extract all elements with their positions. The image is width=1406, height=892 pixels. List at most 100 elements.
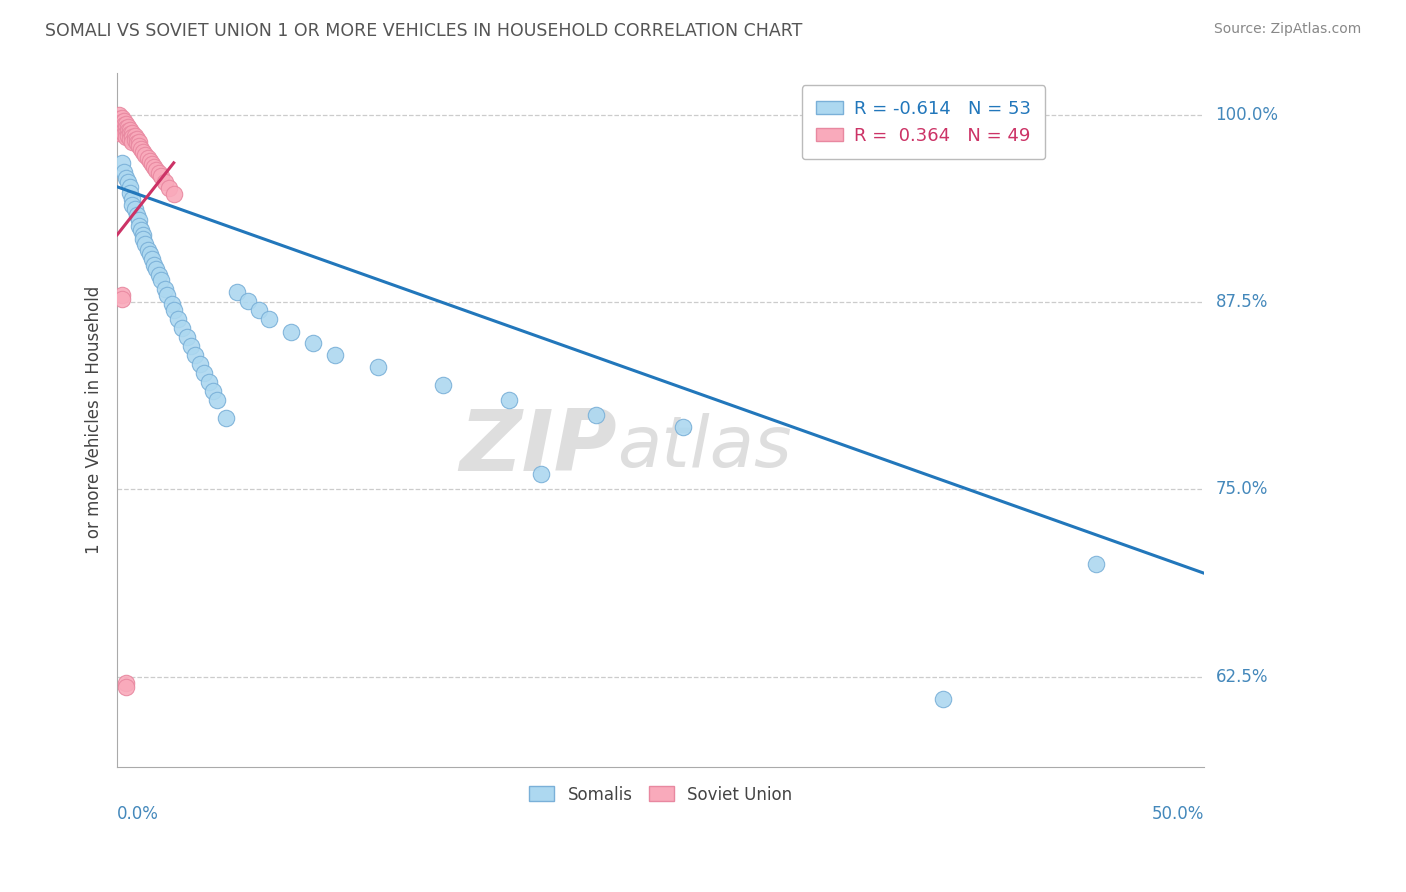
Point bbox=[432, 377, 454, 392]
Point bbox=[120, 123, 142, 137]
Point bbox=[115, 170, 138, 185]
Point bbox=[128, 219, 150, 233]
Point bbox=[215, 410, 238, 425]
Point bbox=[128, 139, 150, 153]
Point bbox=[141, 252, 163, 266]
Point bbox=[120, 179, 142, 194]
Text: 100.0%: 100.0% bbox=[1216, 106, 1278, 124]
Point bbox=[530, 467, 553, 482]
Point bbox=[112, 165, 135, 179]
Text: atlas: atlas bbox=[617, 413, 792, 482]
Point bbox=[671, 419, 693, 434]
Point bbox=[110, 287, 132, 301]
Point bbox=[302, 335, 325, 350]
Point bbox=[141, 157, 163, 171]
Point bbox=[139, 247, 162, 261]
Point bbox=[134, 148, 156, 162]
Point bbox=[143, 258, 166, 272]
Text: 87.5%: 87.5% bbox=[1216, 293, 1268, 311]
Point bbox=[121, 135, 143, 149]
Point bbox=[115, 680, 138, 694]
Point bbox=[163, 302, 186, 317]
Point bbox=[115, 117, 138, 131]
Point bbox=[120, 186, 142, 200]
Point bbox=[149, 273, 172, 287]
Point bbox=[323, 348, 346, 362]
Point bbox=[145, 163, 167, 178]
Point bbox=[120, 132, 142, 146]
Point bbox=[129, 142, 152, 156]
Point bbox=[115, 126, 138, 140]
Point bbox=[108, 117, 131, 131]
Point bbox=[148, 268, 170, 283]
Point bbox=[125, 132, 148, 146]
Point bbox=[139, 154, 162, 169]
Point bbox=[585, 408, 607, 422]
Point bbox=[124, 128, 146, 143]
Point bbox=[197, 375, 219, 389]
Point bbox=[136, 152, 159, 166]
Point bbox=[125, 136, 148, 151]
Point bbox=[498, 392, 520, 407]
Point bbox=[120, 128, 142, 142]
Point bbox=[143, 161, 166, 175]
Point bbox=[176, 329, 198, 343]
Point bbox=[180, 338, 202, 352]
Point bbox=[125, 208, 148, 222]
Point bbox=[132, 232, 155, 246]
Point bbox=[149, 169, 172, 184]
Point bbox=[156, 287, 179, 301]
Point bbox=[108, 126, 131, 140]
Point bbox=[110, 292, 132, 306]
Point bbox=[121, 192, 143, 206]
Point bbox=[124, 133, 146, 147]
Point bbox=[115, 130, 138, 145]
Y-axis label: 1 or more Vehicles in Household: 1 or more Vehicles in Household bbox=[86, 285, 103, 554]
Point bbox=[247, 302, 270, 317]
Point bbox=[193, 366, 215, 380]
Point bbox=[205, 392, 228, 407]
Point bbox=[163, 187, 186, 202]
Point bbox=[128, 212, 150, 227]
Text: ZIP: ZIP bbox=[460, 406, 617, 489]
Point bbox=[121, 126, 143, 140]
Point bbox=[108, 112, 131, 127]
Point bbox=[108, 108, 131, 122]
Text: 50.0%: 50.0% bbox=[1152, 805, 1205, 823]
Point bbox=[157, 181, 180, 195]
Point bbox=[259, 311, 281, 326]
Point bbox=[134, 236, 156, 251]
Point bbox=[129, 223, 152, 237]
Point bbox=[110, 120, 132, 134]
Point bbox=[188, 357, 211, 371]
Point bbox=[112, 119, 135, 133]
Point bbox=[121, 198, 143, 212]
Point bbox=[201, 384, 224, 398]
Point bbox=[184, 348, 207, 362]
Point bbox=[121, 130, 143, 145]
Point bbox=[112, 114, 135, 128]
Point bbox=[124, 202, 146, 217]
Text: 0.0%: 0.0% bbox=[117, 805, 159, 823]
Point bbox=[136, 243, 159, 257]
Point bbox=[110, 115, 132, 129]
Point bbox=[153, 175, 176, 189]
Point bbox=[280, 325, 302, 339]
Point bbox=[117, 128, 139, 143]
Legend: Somalis, Soviet Union: Somalis, Soviet Union bbox=[523, 779, 799, 810]
Point bbox=[225, 285, 247, 299]
Point bbox=[236, 293, 259, 308]
Point bbox=[160, 296, 183, 310]
Point bbox=[110, 124, 132, 138]
Point bbox=[110, 156, 132, 170]
Point bbox=[153, 282, 176, 296]
Point bbox=[108, 121, 131, 136]
Point bbox=[932, 692, 955, 706]
Point bbox=[367, 359, 389, 374]
Text: 62.5%: 62.5% bbox=[1216, 668, 1268, 686]
Point bbox=[112, 123, 135, 137]
Text: 75.0%: 75.0% bbox=[1216, 481, 1268, 499]
Point bbox=[112, 128, 135, 142]
Point bbox=[117, 124, 139, 138]
Point bbox=[115, 675, 138, 690]
